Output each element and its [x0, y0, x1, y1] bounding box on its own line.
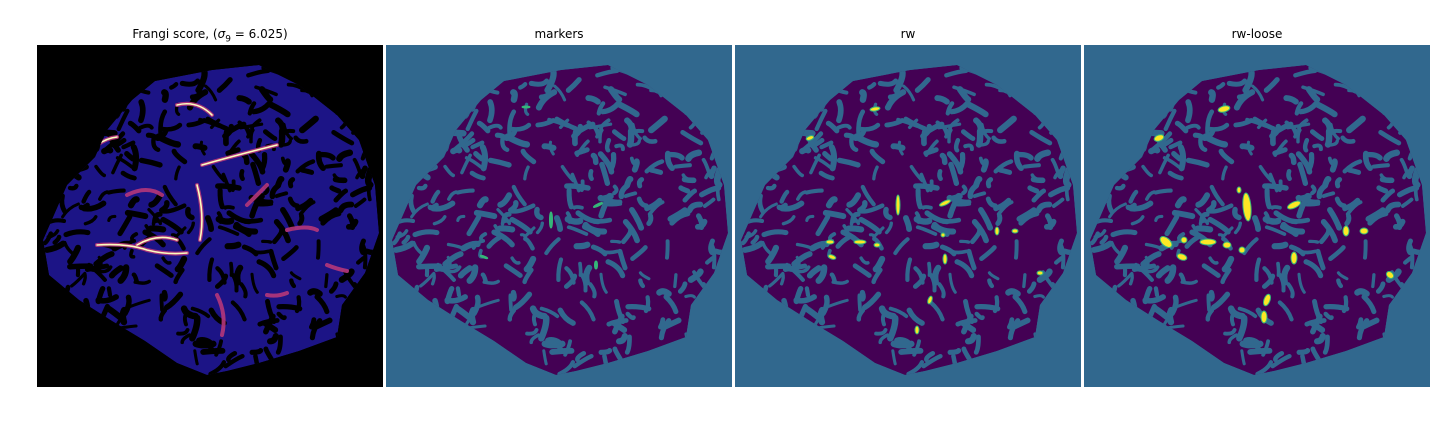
rw-loose-image: [1084, 45, 1430, 387]
frangi-score-image: [37, 45, 383, 387]
panel-title-rw: rw: [900, 27, 916, 41]
panel-title-frangi: Frangi score, (σ9 = 6.025): [132, 27, 288, 45]
panel-title-markers: markers: [534, 27, 584, 41]
frangi-score-canvas: [37, 45, 383, 387]
rw-canvas: [735, 45, 1081, 387]
markers-image: [386, 45, 732, 387]
rw-loose-canvas: [1084, 45, 1430, 387]
rw-image: [735, 45, 1081, 387]
panel-title-rw-loose: rw-loose: [1231, 27, 1283, 41]
markers-canvas: [386, 45, 732, 387]
